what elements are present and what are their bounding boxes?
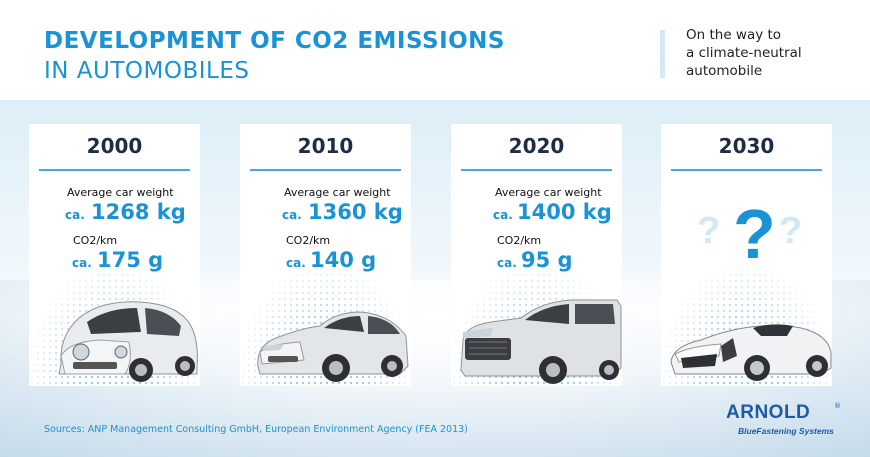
small-city-car-icon — [58, 301, 198, 382]
question-mark-small-left: ? — [697, 210, 721, 252]
arnold-logo: ARNOLD ® BlueFastening Systems — [724, 402, 844, 442]
weight-prefix: ca. — [65, 208, 85, 222]
card-2000: 2000 Average car weight ca. 1268 kg CO2/… — [29, 124, 200, 386]
sources-note: Sources: ANP Management Consulting GmbH,… — [44, 424, 468, 435]
weight-value: 1360 kg — [308, 200, 403, 224]
sports-car-icon — [670, 324, 832, 381]
page-title: DEVELOPMENT OF CO2 EMISSIONS IN AUTOMOBI… — [44, 26, 505, 86]
weight-label: Average car weight — [67, 186, 174, 199]
card-year: 2000 — [86, 134, 143, 158]
card-divider — [250, 169, 401, 171]
weight-value: 1268 kg — [91, 200, 186, 224]
logo-tagline: BlueFastening Systems — [738, 426, 834, 436]
weight-prefix: ca. — [493, 208, 513, 222]
card-divider — [671, 169, 822, 171]
logo-registered: ® — [834, 402, 841, 410]
co2-label: CO2/km — [286, 234, 331, 247]
logo-word: ARNOLD — [726, 402, 811, 423]
question-mark-small-right: ? — [779, 210, 803, 252]
side-note-line-2: a climate-neutral — [686, 45, 802, 61]
title-line-1: DEVELOPMENT OF CO2 EMISSIONS — [44, 28, 505, 54]
side-note-line-1: On the way to — [686, 27, 782, 43]
co2-label: CO2/km — [73, 234, 118, 247]
co2-label: CO2/km — [497, 234, 542, 247]
card-year: 2010 — [297, 134, 354, 158]
card-2030: 2030 ? ? ? — [661, 124, 832, 386]
side-note-line-3: automobile — [686, 63, 763, 79]
weight-label: Average car weight — [495, 186, 602, 199]
suv-car-icon — [460, 299, 622, 384]
side-note-bar — [660, 30, 665, 78]
side-note: On the way to a climate-neutral automobi… — [686, 26, 856, 80]
card-2020: 2020 Average car weight ca. 1400 kg CO2/… — [451, 124, 622, 386]
weight-prefix: ca. — [282, 208, 302, 222]
card-2010: 2010 Average car weight ca. 1360 kg CO2/… — [240, 124, 411, 386]
sedan-car-icon — [257, 311, 409, 382]
title-line-2: IN AUTOMOBILES — [44, 58, 250, 84]
card-divider — [461, 169, 612, 171]
card-year: 2020 — [508, 134, 565, 158]
weight-label: Average car weight — [284, 186, 391, 199]
card-divider — [39, 169, 190, 171]
card-year: 2030 — [718, 134, 775, 158]
weight-value: 1400 kg — [517, 200, 612, 224]
question-mark-big: ? — [733, 195, 776, 273]
